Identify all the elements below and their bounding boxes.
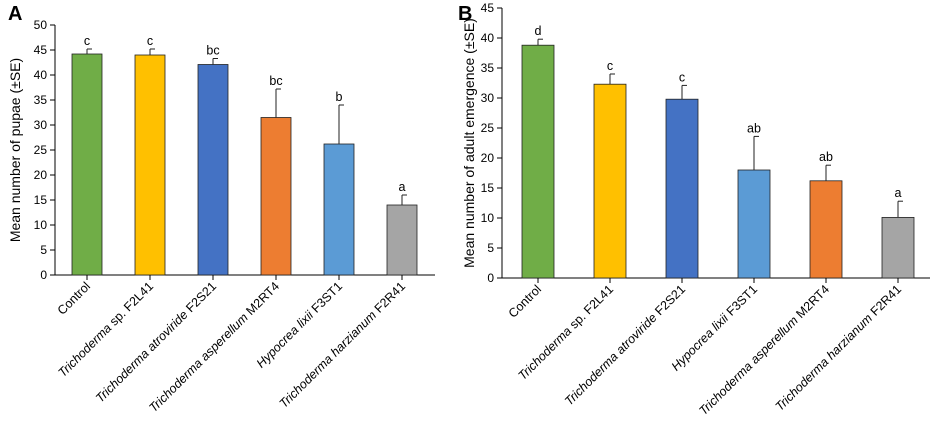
y-tick-label: 0 xyxy=(40,268,47,282)
significance-letter: d xyxy=(535,24,542,38)
category-label-plain: F2S21 xyxy=(650,282,688,320)
category-label-plain: M2RT4 xyxy=(791,282,832,323)
y-tick-label: 45 xyxy=(34,43,48,57)
bar xyxy=(71,53,103,276)
category-label-plain: Control xyxy=(506,282,544,320)
significance-letter: c xyxy=(84,34,90,48)
y-tick-label: 20 xyxy=(34,168,48,182)
category-label-plain: M2RT4 xyxy=(241,279,282,320)
x-category-label: Trichoderma atroviride F2S21 xyxy=(93,279,219,405)
bar xyxy=(737,169,771,279)
category-label-plain: Control xyxy=(55,279,93,317)
y-tick-label: 25 xyxy=(34,143,48,157)
bar xyxy=(134,54,166,276)
y-tick-label: 30 xyxy=(481,91,495,105)
y-tick-label: 35 xyxy=(34,93,48,107)
x-category-label: Trichoderma asperellum M2RT4 xyxy=(146,279,282,415)
y-axis-title: Mean number of adult emergence (±SE) xyxy=(461,18,477,268)
y-tick-label: 35 xyxy=(481,61,495,75)
y-tick-label: 25 xyxy=(481,121,495,135)
significance-letter: bc xyxy=(206,44,219,58)
x-category-label: Trichoderma harzianum F2R41 xyxy=(277,279,409,411)
panel-label: B xyxy=(458,3,472,25)
bar xyxy=(809,180,843,279)
panel-label: A xyxy=(8,3,22,25)
significance-letter: c xyxy=(147,34,153,48)
category-label-plain: sp. F2L41 xyxy=(564,282,616,334)
category-label-italic: Hypocrea lixii xyxy=(254,307,317,370)
bar xyxy=(521,44,555,279)
category-label-plain: sp. F2L41 xyxy=(104,279,156,331)
category-label-plain: F2S21 xyxy=(181,279,219,317)
significance-letter: bc xyxy=(269,74,282,88)
y-tick-label: 10 xyxy=(34,218,48,232)
bar xyxy=(197,64,229,276)
y-tick-label: 10 xyxy=(481,211,495,225)
bar xyxy=(260,117,292,276)
bar xyxy=(665,98,699,279)
y-tick-label: 45 xyxy=(481,1,495,15)
category-label-plain: F2R41 xyxy=(865,282,904,321)
significance-letter: ab xyxy=(819,150,833,164)
category-label-plain: F3ST1 xyxy=(306,279,345,318)
y-axis-title: Mean number of pupae (±SE) xyxy=(7,58,23,242)
y-tick-label: 50 xyxy=(34,18,48,32)
x-category-label: Trichoderma atroviride F2S21 xyxy=(562,282,688,408)
category-label-italic: Trichoderma xyxy=(515,324,574,383)
category-label-plain: F3ST1 xyxy=(721,282,760,321)
category-label-italic: Hypocrea lixii xyxy=(669,310,732,373)
y-tick-label: 30 xyxy=(34,118,48,132)
y-tick-label: 15 xyxy=(34,193,48,207)
x-category-label: Trichoderma asperellum M2RT4 xyxy=(696,282,832,418)
significance-letter: a xyxy=(399,180,406,194)
x-category-label: Trichoderma harzianum F2R41 xyxy=(773,282,905,414)
bar xyxy=(386,204,418,276)
bar xyxy=(593,83,627,279)
x-category-label: Control xyxy=(55,279,93,317)
significance-letter: ab xyxy=(747,121,761,135)
category-label-plain: F2R41 xyxy=(369,279,408,318)
y-tick-label: 20 xyxy=(481,151,495,165)
y-tick-label: 0 xyxy=(487,271,494,285)
category-label-italic: Trichoderma xyxy=(55,321,114,380)
y-tick-label: 40 xyxy=(481,31,495,45)
y-tick-label: 5 xyxy=(487,241,494,255)
y-tick-label: 5 xyxy=(40,243,47,257)
y-tick-label: 40 xyxy=(34,68,48,82)
bar xyxy=(323,143,355,276)
chart-panel-b: B 0 5 10 15 20 25 30 35 40 45 Mean number of adult … xyxy=(458,1,930,418)
significance-letter: b xyxy=(336,90,343,104)
y-tick-label: 15 xyxy=(481,181,495,195)
significance-letter: c xyxy=(679,70,685,84)
x-category-label: Control xyxy=(506,282,544,320)
bar xyxy=(881,216,915,279)
significance-letter: a xyxy=(895,186,902,200)
chart-panel-a: A 0 5 10 15 20 25 30 35 40 45 50 Mean number of pupa… xyxy=(7,3,435,415)
significance-letter: c xyxy=(607,59,613,73)
